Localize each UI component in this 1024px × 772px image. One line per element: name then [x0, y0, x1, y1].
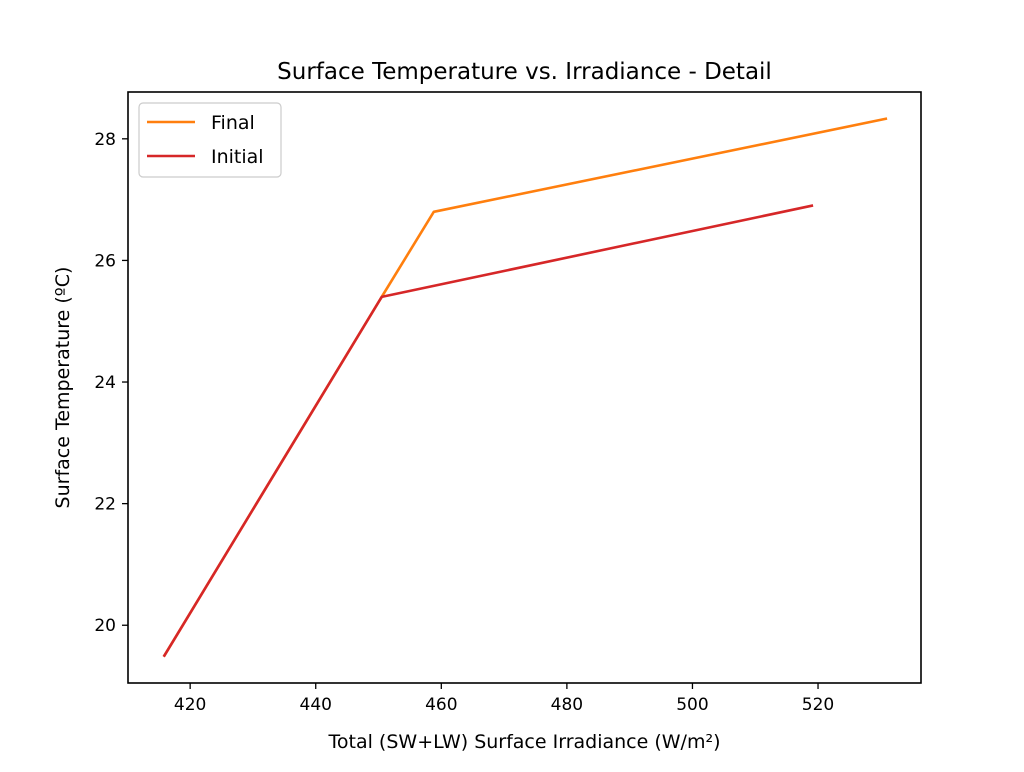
legend: Final Initial — [138, 102, 282, 178]
y-tick-label: 28 — [94, 130, 116, 150]
axes-frame — [127, 91, 922, 684]
x-tick-label: 440 — [300, 695, 332, 715]
series-layer — [162, 117, 888, 658]
x-tick-label: 460 — [425, 695, 457, 715]
y-tick-label: 22 — [94, 495, 116, 515]
series-line-final — [162, 117, 888, 658]
y-axis-label: Surface Temperature (ºC) — [52, 267, 74, 509]
chart-title: Surface Temperature vs. Irradiance - Det… — [277, 59, 772, 85]
legend-label-initial: Initial — [211, 146, 264, 168]
x-axis-ticks: 420 440 460 480 500 520 — [174, 683, 834, 715]
x-tick-label: 480 — [551, 695, 583, 715]
y-tick-label: 26 — [94, 251, 116, 271]
x-tick-label: 520 — [802, 695, 834, 715]
x-tick-label: 420 — [174, 695, 206, 715]
series-line-initial — [162, 204, 814, 658]
x-tick-label: 500 — [676, 695, 708, 715]
x-axis-label: Total (SW+LW) Surface Irradiance (W/m²) — [328, 731, 721, 753]
y-tick-label: 24 — [94, 373, 116, 393]
y-tick-label: 20 — [94, 616, 116, 636]
y-axis-ticks: 20 22 24 26 28 — [94, 130, 128, 636]
legend-label-final: Final — [211, 112, 255, 134]
